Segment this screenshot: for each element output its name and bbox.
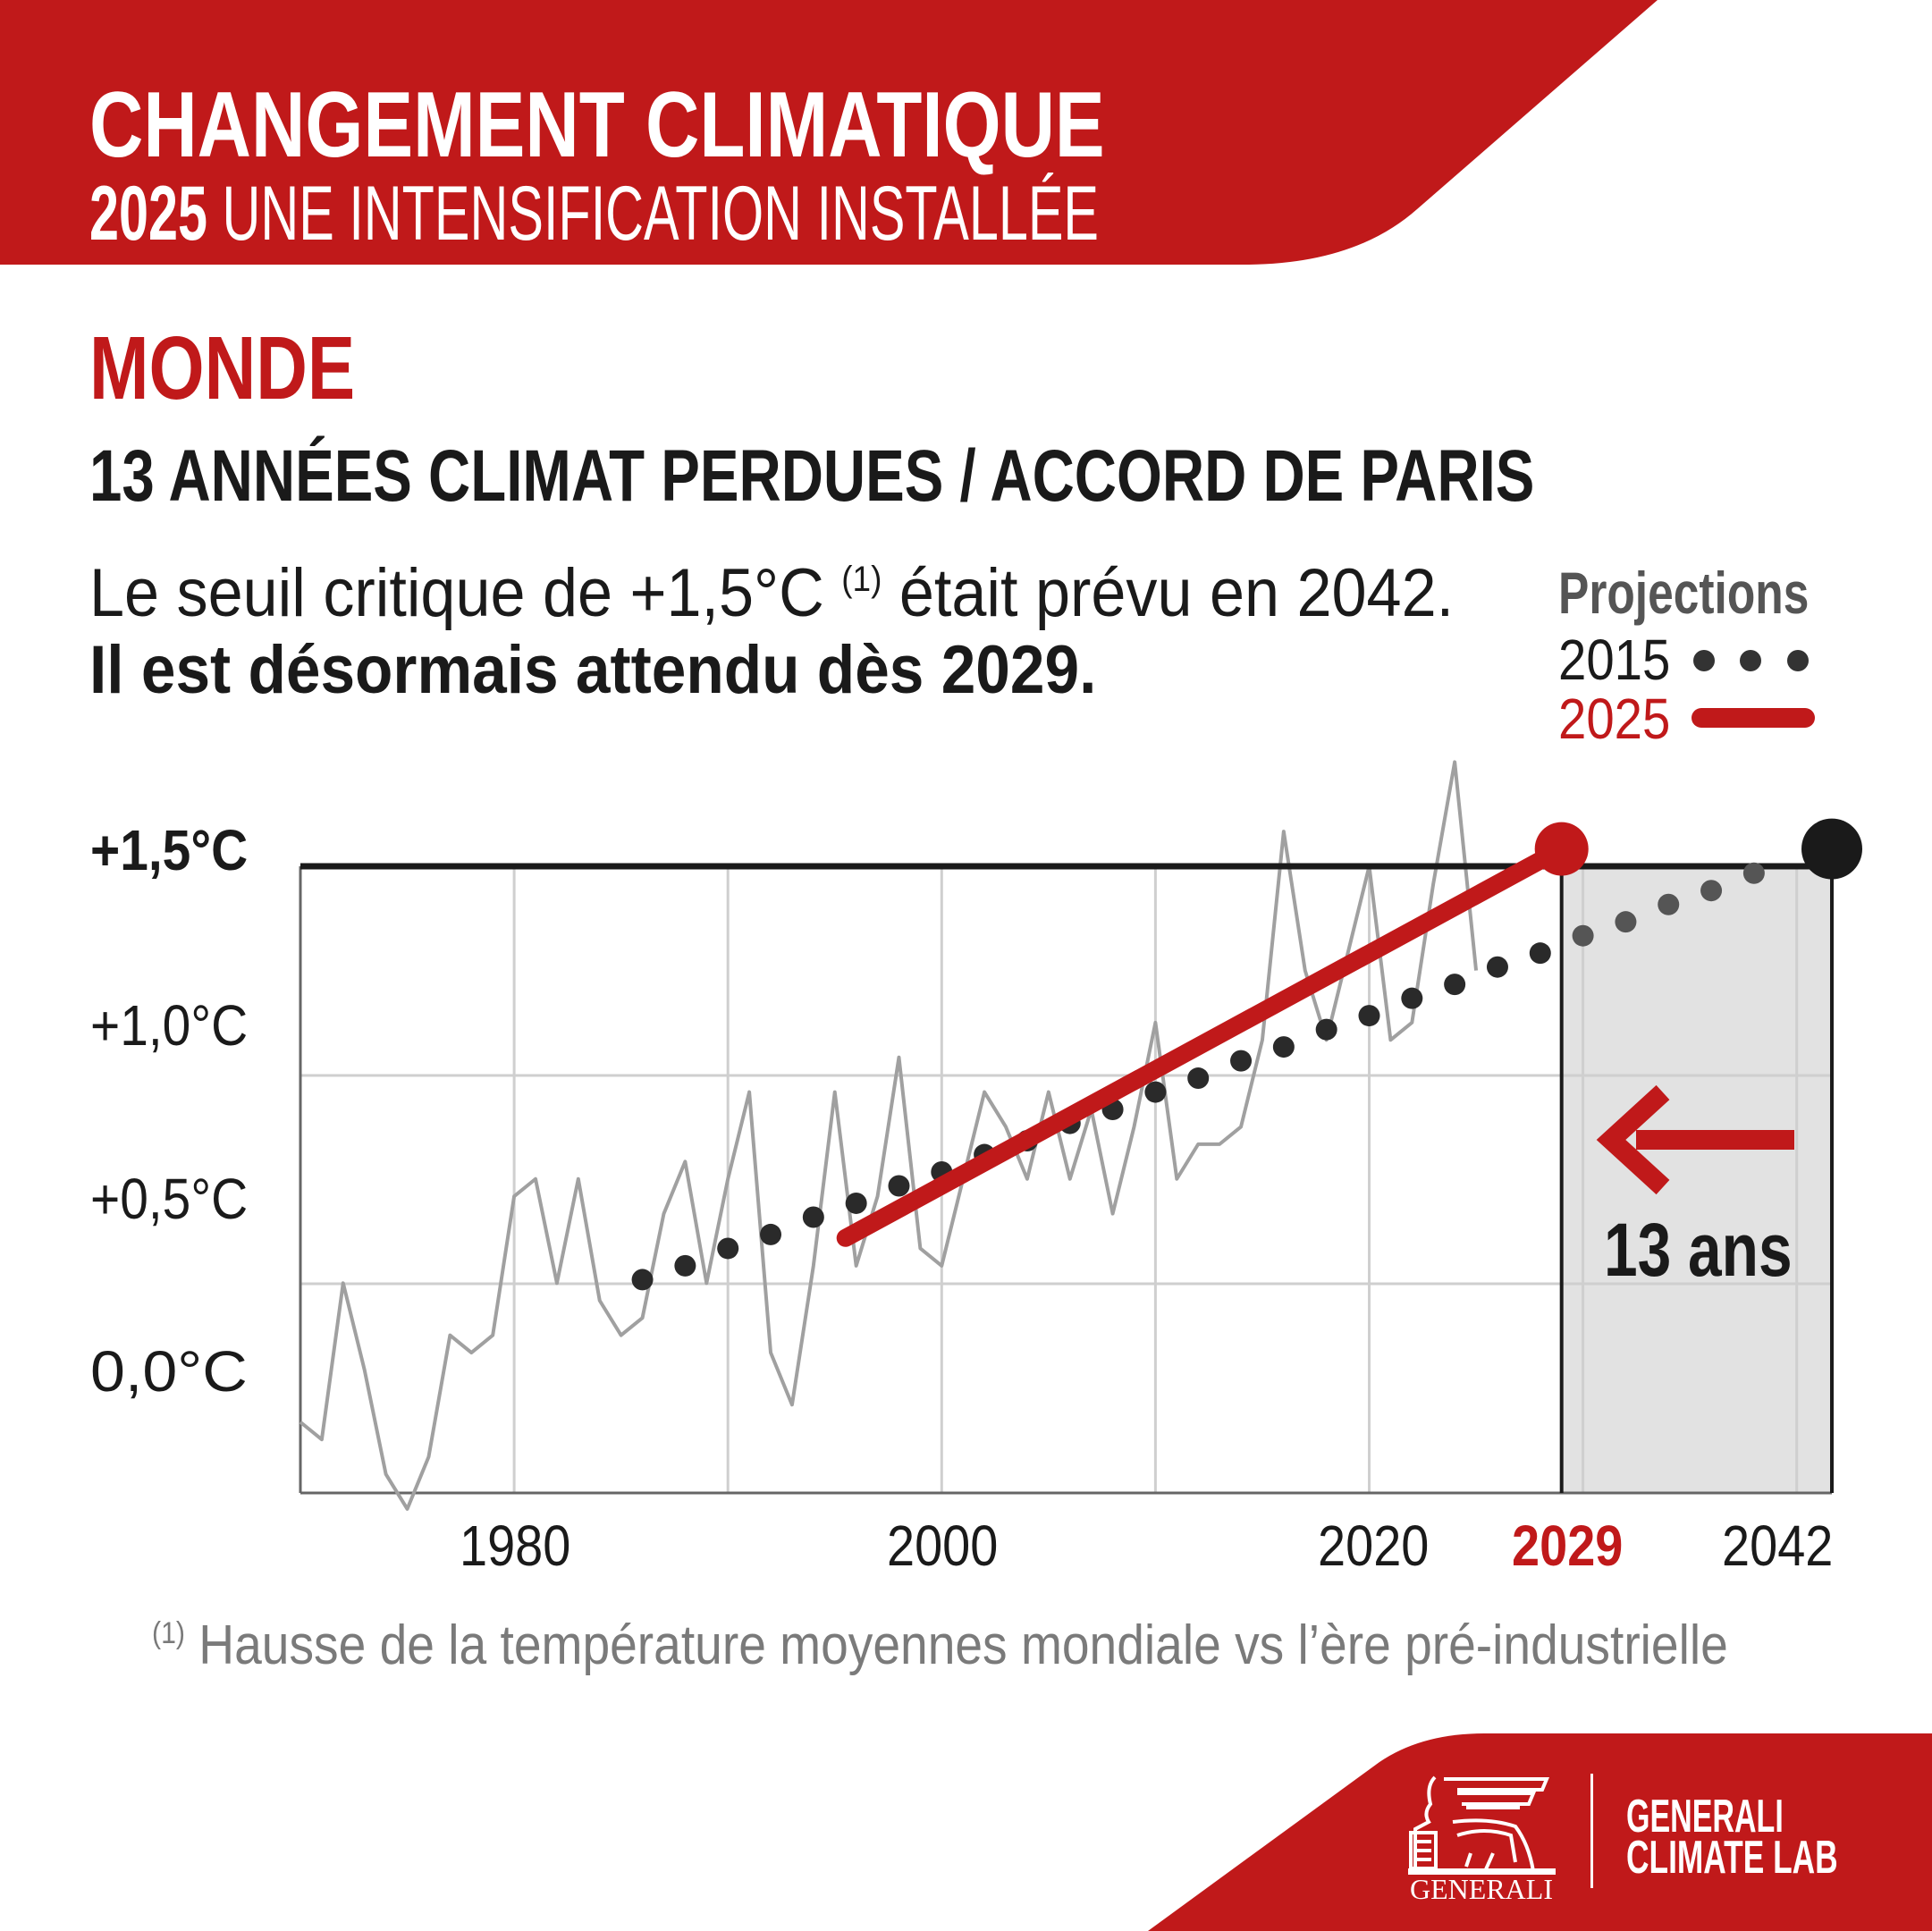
projection-2015-dot bbox=[1615, 911, 1637, 933]
projection-2015-dot bbox=[1272, 1036, 1295, 1058]
legend-title: Projections bbox=[1558, 560, 1810, 626]
projection-2015-dot bbox=[1444, 974, 1466, 996]
projection-2015-dot bbox=[845, 1192, 867, 1214]
projection-2015-dot bbox=[674, 1254, 696, 1277]
projection-2015-dot bbox=[1529, 942, 1551, 965]
legend-dot bbox=[1787, 650, 1809, 671]
lead-line-1: Le seuil critique de +1,5°C (1) était pr… bbox=[89, 555, 1455, 631]
legend-item-2025: 2025 bbox=[1558, 687, 1671, 751]
gap-annotation: 13 ans bbox=[1604, 1208, 1793, 1292]
projection-2015-dot bbox=[1658, 893, 1680, 915]
region-label: MONDE bbox=[89, 318, 356, 418]
x-tick-label: 2020 bbox=[1317, 1514, 1430, 1578]
legend-item-2015: 2015 bbox=[1558, 628, 1671, 692]
projection-2015-dot bbox=[1572, 924, 1594, 947]
y-tick-label: +1,5°C bbox=[89, 818, 248, 882]
header-banner bbox=[0, 0, 1658, 265]
projection-2015-dot bbox=[888, 1175, 910, 1197]
y-tick-label: +1,0°C bbox=[89, 993, 248, 1058]
projection-shade bbox=[1561, 866, 1832, 1493]
brand-divider bbox=[1590, 1774, 1593, 1888]
svg-text:GENERALI: GENERALI bbox=[1410, 1873, 1553, 1902]
x-tick-label: 2029 bbox=[1511, 1514, 1624, 1578]
generali-lion-logo: GENERALI bbox=[1408, 1775, 1556, 1902]
footnote: (1) Hausse de la température moyennes mo… bbox=[152, 1615, 1728, 1676]
projection-2025-line bbox=[836, 839, 1571, 1247]
projection-2015-dot bbox=[1315, 1018, 1337, 1041]
page-title: CHANGEMENT CLIMATIQUE bbox=[89, 73, 1105, 177]
x-tick-label: 2042 bbox=[1721, 1514, 1834, 1578]
projection-2015-dot bbox=[1230, 1050, 1253, 1072]
lead-line-2: Il est désormais attendu dès 2029. bbox=[89, 632, 1097, 708]
footer-banner bbox=[1148, 1733, 1932, 1931]
projection-2015-endpoint bbox=[1801, 818, 1862, 880]
left-arrow-icon bbox=[1596, 1084, 1794, 1195]
observed-temperature-line bbox=[299, 760, 1479, 1511]
projection-2015-dot bbox=[1401, 987, 1423, 1009]
legend-dot bbox=[1693, 650, 1715, 671]
projection-2025-endpoint bbox=[1534, 822, 1589, 876]
legend-dot bbox=[1740, 650, 1761, 671]
projection-2015-dot bbox=[1742, 862, 1765, 884]
projection-2015-dot bbox=[1144, 1081, 1167, 1103]
x-tick-label: 2000 bbox=[886, 1514, 999, 1578]
projection-2015-dot bbox=[631, 1269, 654, 1291]
y-tick-label: 0,0°C bbox=[90, 1339, 248, 1404]
projection-2015-dot bbox=[760, 1223, 782, 1245]
brand-line-2: CLIMATE LAB bbox=[1626, 1832, 1838, 1884]
section-heading: 13 ANNÉES CLIMAT PERDUES / ACCORD DE PAR… bbox=[89, 435, 1535, 517]
projection-2015-dot bbox=[1358, 1005, 1380, 1027]
x-tick-label: 1980 bbox=[459, 1514, 571, 1578]
brand-line-1: GENERALI bbox=[1626, 1791, 1784, 1842]
projection-2015-dot bbox=[1486, 956, 1508, 978]
page-subtitle: 2025 UNE INTENSIFICATION INSTALLÉE bbox=[89, 171, 1100, 257]
projection-2015-dot bbox=[802, 1206, 824, 1228]
y-tick-label: +0,5°C bbox=[89, 1167, 248, 1231]
projection-2015-dot bbox=[1700, 880, 1723, 902]
projection-2015-dot bbox=[1187, 1067, 1210, 1090]
projection-2015-dot bbox=[717, 1237, 739, 1260]
